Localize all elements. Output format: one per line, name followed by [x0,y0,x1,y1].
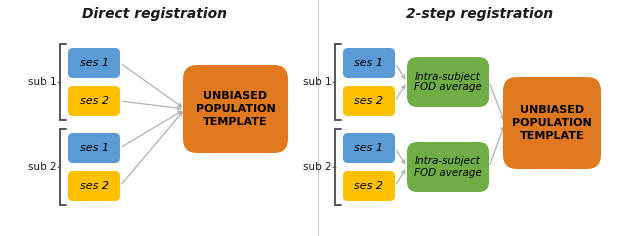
Text: TEMPLATE: TEMPLATE [203,117,268,127]
FancyBboxPatch shape [407,57,489,107]
Text: ses 2: ses 2 [79,181,109,191]
Text: TEMPLATE: TEMPLATE [520,131,584,141]
Text: FOD average: FOD average [414,83,482,93]
Text: sub 2: sub 2 [28,162,57,172]
Text: UNBIASED: UNBIASED [204,91,268,101]
Text: ses 2: ses 2 [355,96,383,106]
Text: sub 2: sub 2 [303,162,332,172]
Text: ses 1: ses 1 [355,143,383,153]
Text: POPULATION: POPULATION [196,104,275,114]
Text: Direct registration: Direct registration [83,7,227,21]
FancyBboxPatch shape [343,133,395,163]
Text: 2-step registration: 2-step registration [406,7,554,21]
Text: ses 1: ses 1 [355,58,383,68]
FancyBboxPatch shape [68,48,120,78]
FancyBboxPatch shape [68,86,120,116]
FancyBboxPatch shape [183,65,288,153]
Text: UNBIASED: UNBIASED [520,105,584,115]
FancyBboxPatch shape [68,133,120,163]
FancyBboxPatch shape [68,171,120,201]
FancyBboxPatch shape [343,171,395,201]
Text: POPULATION: POPULATION [512,118,592,128]
FancyBboxPatch shape [343,86,395,116]
Text: Intra-subject: Intra-subject [415,72,481,81]
Text: ses 2: ses 2 [79,96,109,106]
FancyBboxPatch shape [407,142,489,192]
FancyBboxPatch shape [503,77,601,169]
FancyBboxPatch shape [343,48,395,78]
Text: sub 1: sub 1 [28,77,57,87]
Text: ses 1: ses 1 [79,58,109,68]
Text: Intra-subject: Intra-subject [415,156,481,167]
Text: ses 2: ses 2 [355,181,383,191]
Text: sub 1: sub 1 [303,77,332,87]
Text: ses 1: ses 1 [79,143,109,153]
Text: FOD average: FOD average [414,168,482,177]
